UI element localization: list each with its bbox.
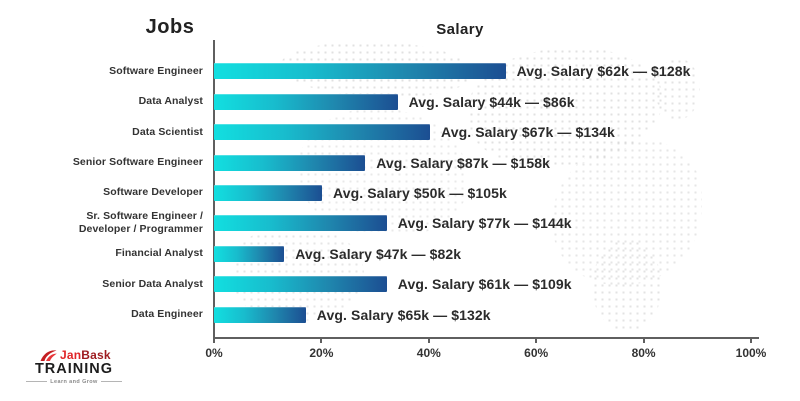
bar-row: Senior Software Engineer Avg. Salary $87k… [0, 147, 770, 177]
janbask-logo: JanBask TRAINING Learn and Grow [26, 348, 122, 385]
bar-plot-area: Avg. Salary $62k — $128k [214, 63, 754, 80]
bar-row: Data Analyst Avg. Salary $44k — $86k [0, 86, 770, 116]
bar-row: Data Scientist Avg. Salary $67k — $134k [0, 117, 770, 147]
bar-row: Data Engineer Avg. Salary $65k — $132k [0, 300, 770, 330]
tick-mark [427, 339, 430, 343]
job-label: Data Scientist [132, 125, 203, 138]
tagline-text: Learn and Grow [50, 378, 98, 385]
salary-range-label: Avg. Salary $61k — $109k [397, 276, 572, 293]
salary-column-title: Salary [436, 21, 484, 38]
bar-row: Software Developer Avg. Salary $50k — $10… [0, 178, 770, 208]
salary-range-label: Avg. Salary $50k — $105k [333, 184, 507, 201]
salary-range-label: Avg. Salary $62k — $128k [516, 63, 691, 80]
tick-label: 60% [524, 346, 549, 360]
brand-tagline: Learn and Grow [26, 379, 122, 385]
tagline-rule-right [100, 381, 122, 383]
salary-bar [214, 184, 322, 201]
tick-label: 80% [631, 346, 656, 360]
job-label: Software Developer [103, 186, 203, 199]
salary-bar [214, 124, 430, 141]
bar-plot-area: Avg. Salary $77k — $144k [214, 215, 754, 232]
bar-row: Software Engineer Avg. Salary $62k — $128… [0, 56, 770, 86]
x-axis-ticks: 0% 20% 40% 60% 80% 100% [205, 339, 766, 363]
tick-label: 100% [735, 346, 767, 360]
salary-bar [214, 63, 506, 80]
salary-range-label: Avg. Salary $47k — $82k [295, 245, 462, 262]
bar-row: Financial Analyst Avg. Salary $47k — $82k [0, 239, 770, 269]
salary-bar [214, 93, 398, 110]
brand-training: TRAINING [34, 361, 114, 377]
tick-mark [642, 339, 645, 343]
job-label: Sr. Software Engineer / Developer / Prog… [78, 210, 203, 236]
salary-bar [214, 245, 285, 262]
jobs-column-title: Jobs [145, 16, 195, 38]
salary-range-label: Avg. Salary $87k — $158k [376, 154, 551, 171]
salary-range-label: Avg. Salary $77k — $144k [397, 215, 572, 232]
job-label: Senior Software Engineer [72, 155, 203, 168]
bar-plot-area: Avg. Salary $65k — $132k [214, 306, 754, 323]
bar-plot-area: Avg. Salary $61k — $109k [214, 276, 754, 293]
job-label: Data Engineer [131, 308, 203, 321]
bar-plot-area: Avg. Salary $50k — $105k [214, 184, 754, 201]
janbask-swoosh-icon [40, 350, 57, 361]
tick-label: 20% [309, 346, 334, 360]
bar-plot-area: Avg. Salary $87k — $158k [214, 154, 754, 171]
bar-chart: Software Engineer Avg. Salary $62k — $128… [0, 56, 770, 330]
tick-mark [750, 339, 752, 343]
job-label: Software Engineer [109, 64, 203, 77]
x-axis-line [213, 337, 759, 339]
tagline-rule-left [26, 381, 48, 383]
tick-mark [535, 339, 538, 343]
salary-bar [214, 215, 387, 232]
job-label: Financial Analyst [115, 247, 203, 260]
tick-mark [213, 339, 215, 343]
tick-mark [320, 339, 323, 343]
brand-name: JanBask [60, 349, 111, 361]
bar-plot-area: Avg. Salary $44k — $86k [214, 93, 754, 110]
tick-label: 40% [416, 346, 441, 360]
bar-row: Senior Data Analyst Avg. Salary $61k — $1… [0, 269, 770, 299]
salary-range-label: Avg. Salary $44k — $86k [408, 93, 575, 110]
brand-bask: Bask [81, 348, 111, 362]
brand-jan: Jan [60, 348, 82, 362]
salary-range-label: Avg. Salary $67k — $134k [441, 124, 615, 141]
bar-plot-area: Avg. Salary $67k — $134k [214, 124, 754, 141]
tick-label: 0% [205, 346, 223, 360]
salary-bar [214, 306, 306, 323]
bar-row: Sr. Software Engineer / Developer / Prog… [0, 208, 770, 238]
salary-bar [214, 276, 387, 293]
salary-bar [214, 154, 366, 171]
bar-plot-area: Avg. Salary $47k — $82k [214, 245, 754, 262]
salary-range-label: Avg. Salary $65k — $132k [316, 306, 491, 323]
job-label: Data Analyst [138, 95, 203, 108]
job-label: Senior Data Analyst [102, 277, 203, 290]
